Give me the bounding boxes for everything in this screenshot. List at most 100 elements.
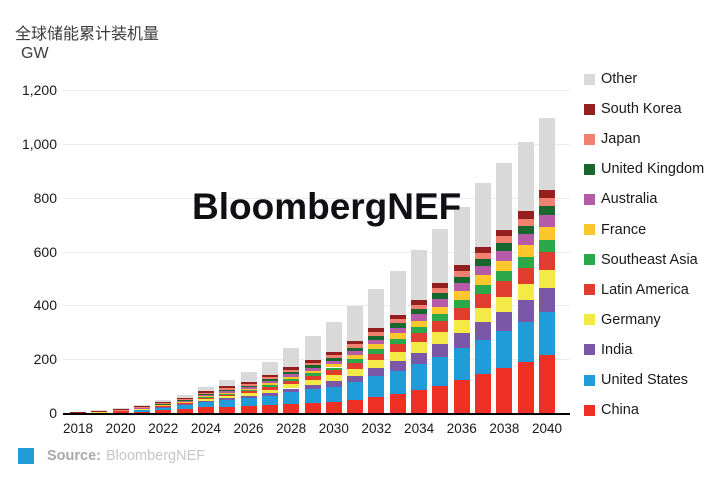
y-axis-tick-label: 200 [33,351,57,368]
bar-segment-other-2036 [453,207,470,266]
y-axis-tick-label: 1,000 [21,135,57,152]
legend-item-france: France [584,222,646,238]
bar-segment-australia-2030 [325,360,342,365]
bar-segment-germany-2038 [496,296,513,313]
bar-segment-other-2023 [176,394,193,398]
legend-swatch-icon [584,103,595,115]
bar-segment-southeast-asia-2036 [453,299,470,308]
bar-segment-france-2031 [347,355,364,360]
bar-segment-united-kingdom-2023 [176,399,193,401]
legend-item-united-kingdom: United Kingdom [584,161,704,177]
bar-segment-china-2040 [539,355,555,413]
bar-segment-japan-2030 [325,355,342,358]
bar-segment-south-korea-2034 [411,300,428,305]
bar-segment-latin-america-2027 [261,386,278,390]
legend-swatch-icon [584,314,595,326]
bar-segment-australia-2036 [453,282,470,292]
bar-segment-australia-2032 [368,339,385,345]
bar-segment-germany-2034 [411,342,428,353]
gridline [63,197,570,199]
bar-segment-united-kingdom-2030 [325,357,342,361]
x-axis-tick-label: 2040 [531,421,563,436]
bar-segment-germany-2029 [304,379,321,385]
bar-segment-germany-2030 [325,375,342,382]
bar-segment-japan-2021 [133,406,150,408]
bar-segment-united-states-2035 [432,357,449,387]
bar-segment-other-2026 [240,372,257,383]
bar-segment-germany-2033 [389,352,406,362]
legend-item-australia: Australia [584,191,657,207]
bar-segment-south-korea-2024 [197,390,214,393]
bar-segment-south-korea-2026 [240,382,257,385]
bar-segment-southeast-asia-2034 [411,327,428,334]
bar-segment-south-korea-2027 [261,375,278,378]
bar-segment-france-2029 [304,370,321,374]
bar-segment-germany-2026 [240,393,257,396]
bar-segment-united-kingdom-2025 [219,389,236,391]
bar-segment-south-korea-2032 [368,328,385,332]
bar-segment-india-2023 [176,404,193,406]
bar-segment-latin-america-2039 [517,267,534,285]
y-axis-tick-label: 1,200 [21,82,57,98]
legend-label: United Kingdom [601,161,705,178]
bar-segment-latin-america-2036 [453,307,470,321]
bar-segment-france-2038 [496,260,513,272]
bar-segment-other-2030 [325,322,342,352]
bar-segment-china-2038 [496,368,513,413]
bar-segment-united-kingdom-2029 [304,365,321,368]
bar-segment-latin-america-2033 [389,344,406,353]
bar-segment-other-2032 [368,289,385,329]
bar-segment-united-states-2021 [133,409,150,412]
bar-segment-south-korea-2037 [475,246,492,253]
bar-segment-southeast-asia-2029 [304,373,321,376]
bar-segment-japan-2034 [411,304,428,310]
source-row: Source: BloombergNEF [18,448,205,464]
bar-segment-south-korea-2036 [453,265,470,272]
bar-segment-south-korea-2029 [304,359,321,363]
bar-segment-other-2025 [219,379,236,387]
bar-segment-china-2026 [240,406,257,413]
legend-swatch-icon [584,193,595,205]
bar-segment-australia-2034 [411,314,428,321]
bar-segment-southeast-asia-2037 [475,285,492,295]
bar-segment-latin-america-2032 [368,353,385,361]
bar-segment-germany-2022 [155,405,172,407]
bar-segment-china-2032 [368,396,385,413]
gridline [63,90,570,91]
bar-segment-japan-2035 [432,288,449,294]
bar-segment-japan-2023 [176,399,193,400]
x-axis-tick-label: 2030 [318,421,349,436]
bar-segment-latin-america-2028 [283,380,300,385]
y-axis-tick-label: 600 [33,243,57,260]
source-value: BloombergNEF [106,448,206,464]
bar-segment-latin-america-2038 [496,281,513,297]
bar-segment-united-states-2019 [91,412,108,413]
x-axis-tick-label: 2020 [105,421,136,436]
bar-segment-united-kingdom-2024 [197,394,214,396]
bar-segment-japan-2029 [304,362,321,366]
bar-segment-india-2035 [432,343,449,357]
bar-segment-france-2030 [325,364,342,368]
bar-segment-india-2030 [325,381,342,387]
bar-segment-south-korea-2039 [517,211,534,219]
bar-segment-southeast-asia-2025 [219,393,236,395]
bar-segment-india-2027 [261,392,278,396]
legend-item-other: Other [584,71,637,87]
bar-segment-australia-2040 [539,214,555,227]
legend-label: Southeast Asia [601,251,698,268]
bar-segment-united-kingdom-2022 [155,403,172,405]
legend-item-southeast-asia: Southeast Asia [584,252,698,268]
bar-segment-latin-america-2040 [539,252,555,271]
bar-segment-other-2037 [475,182,492,247]
y-axis-tick-label: 0 [49,405,57,421]
bar-segment-southeast-asia-2033 [389,338,406,345]
bar-segment-china-2028 [283,403,300,413]
legend-swatch-icon [584,374,595,386]
bar-segment-southeast-asia-2039 [517,256,534,268]
bar-segment-other-2039 [517,142,534,212]
bar-segment-latin-america-2037 [475,294,492,308]
bar-segment-other-2029 [304,336,321,360]
bar-segment-germany-2032 [368,360,385,369]
bar-segment-united-states-2031 [347,382,364,400]
legend-item-germany: Germany [584,312,661,328]
